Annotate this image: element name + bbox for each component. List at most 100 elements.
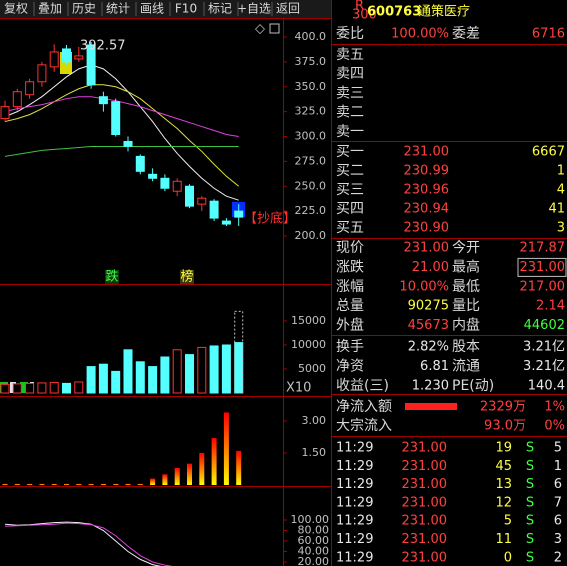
stat-label: 内盘	[452, 317, 480, 334]
volume-bar	[0, 383, 10, 394]
toolbar-button[interactable]: 标记	[208, 2, 232, 16]
signal-label: 【抄底】	[244, 211, 296, 227]
trade-time: 11:29	[336, 441, 373, 456]
candle-body	[86, 44, 96, 86]
indicator-bar	[64, 483, 69, 485]
candle-body	[148, 173, 158, 179]
indicator-bar	[2, 483, 8, 485]
trade-volume: 19	[495, 441, 512, 456]
toolbar	[0, 0, 331, 18]
volume-bar	[86, 366, 96, 394]
trade-count: 6	[554, 477, 562, 492]
bid-label: 买三	[336, 182, 364, 198]
trade-price: 231.00	[402, 441, 448, 456]
value-box	[517, 257, 567, 277]
flow-pct: 1%	[544, 400, 565, 415]
trade-time: 11:29	[336, 495, 373, 510]
indicator-bar	[174, 467, 180, 485]
indicator-bar	[113, 483, 119, 485]
value: 6716	[532, 27, 565, 42]
toolbar-button[interactable]: 历史	[72, 2, 96, 16]
toolbar-button[interactable]: 叠加	[38, 2, 62, 16]
volume-bar	[172, 349, 182, 394]
stat-value: 3.21亿	[523, 340, 565, 355]
toolbar-button[interactable]: 复权	[4, 2, 28, 16]
volume-projection	[234, 310, 244, 394]
trade-side: S	[526, 532, 534, 547]
bid-volume: 4	[557, 183, 565, 198]
trade-price: 231.00	[402, 459, 448, 474]
high-label: 392.57	[80, 39, 126, 54]
indicator-bar	[236, 450, 242, 485]
oscillator-line	[4, 522, 173, 566]
label: 委比	[336, 26, 364, 42]
tag: 跌	[105, 269, 118, 285]
candle-body	[221, 220, 231, 225]
flow-amount: 93.0万	[484, 419, 526, 434]
volume-bar	[148, 366, 158, 394]
bid-price: 230.99	[404, 164, 450, 179]
volume-bar	[111, 370, 121, 394]
bid-price: 230.94	[404, 202, 450, 217]
y-tick-label: 300.0	[295, 130, 327, 143]
stat-value: 10.00%	[399, 279, 449, 294]
bid-label: 买二	[336, 163, 364, 179]
trade-side: S	[526, 477, 534, 492]
stat-label: 股本	[452, 339, 480, 355]
tag-box	[180, 270, 194, 284]
volume-bar	[221, 344, 231, 394]
toolbar-button[interactable]: 统计	[106, 2, 130, 16]
icon-window[interactable]	[269, 23, 280, 34]
trade-price: 231.00	[402, 477, 448, 492]
trade-volume: 45	[495, 459, 512, 474]
indicator-bar	[14, 483, 20, 485]
stat-label: 现价	[336, 240, 364, 256]
ask-label: 卖二	[336, 105, 364, 121]
indicator-bar	[39, 483, 45, 485]
toolbar-button[interactable]: F10	[175, 2, 197, 16]
bid-label: 买一	[336, 144, 364, 160]
stat-label: 涨幅	[336, 279, 364, 295]
flow-label: 净流入额	[336, 399, 392, 415]
value: 100.00%	[391, 27, 449, 42]
icon-diamond[interactable]: ◇	[255, 22, 265, 37]
toolbar-button[interactable]: +自选	[237, 2, 271, 16]
y-tick-label: 10000	[291, 338, 326, 351]
y-tick-label: 400.0	[295, 30, 327, 43]
bid-price: 230.90	[404, 221, 450, 236]
bid-volume: 6667	[532, 145, 565, 160]
candle-body	[62, 48, 71, 63]
oscillator-lines	[4, 521, 173, 566]
ask-label: 卖一	[336, 124, 364, 140]
trade-side: S	[526, 459, 534, 474]
stat-value: 217.00	[520, 279, 566, 294]
y-tick-label: 250.0	[295, 179, 327, 192]
toolbar-button[interactable]: 返回	[276, 2, 300, 16]
trade-time: 11:29	[336, 532, 373, 547]
moving-average	[4, 84, 240, 187]
indicator-bar	[187, 463, 192, 485]
trade-time: 11:29	[336, 459, 373, 474]
volume-bar	[74, 381, 84, 394]
trade-volume: 5	[504, 514, 512, 529]
y-tick-label: 200.0	[295, 229, 327, 242]
stock-code: 600763	[367, 5, 421, 20]
candle-body	[0, 106, 10, 120]
indicator-bar	[150, 478, 156, 485]
volume-bar	[12, 383, 22, 394]
trade-price: 231.00	[402, 532, 448, 547]
stat-value: 6.81	[420, 359, 449, 374]
stat-label: 量比	[452, 298, 480, 314]
bid-label: 买四	[336, 201, 364, 217]
moving-average	[4, 64, 239, 201]
y-tick-label: 5000	[298, 362, 326, 375]
flow-bar	[405, 403, 457, 410]
bid-volume: 3	[557, 221, 565, 236]
trade-count: 5	[554, 441, 562, 456]
stat-value: 231.00	[520, 260, 566, 275]
trade-count: 3	[554, 532, 562, 547]
toolbar-button[interactable]: 画线	[140, 2, 164, 16]
volume-bar	[160, 356, 170, 394]
candle-body	[123, 140, 133, 147]
